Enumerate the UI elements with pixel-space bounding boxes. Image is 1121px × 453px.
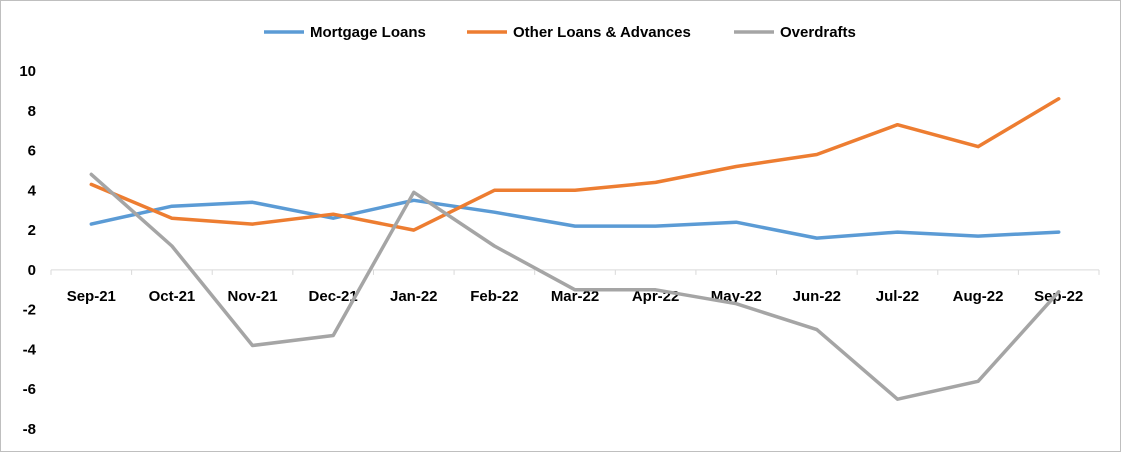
y-tick-label: 4 xyxy=(28,182,37,199)
series-line-overdrafts xyxy=(89,172,1061,401)
series-line-mortgage-loans xyxy=(89,198,1061,240)
legend-item: Mortgage Loans xyxy=(264,24,426,41)
y-axis: -8 -6 -4 -2 0 2 4 6 8 10 xyxy=(19,63,36,438)
x-tick-label: Jul-22 xyxy=(876,288,919,305)
series-layer xyxy=(89,97,1061,401)
series-line-other-loans-advances xyxy=(89,97,1061,232)
y-tick-label: 10 xyxy=(19,63,36,80)
legend-item: Other Loans & Advances xyxy=(467,24,691,41)
x-tick-label: Nov-21 xyxy=(228,288,278,305)
y-tick-label: -6 xyxy=(23,381,36,398)
legend-label: Mortgage Loans xyxy=(310,24,426,41)
y-tick-label: 2 xyxy=(28,222,36,239)
x-tick-label: Jun-22 xyxy=(793,288,841,305)
y-tick-label: -8 xyxy=(23,421,36,438)
y-tick-label: 6 xyxy=(28,143,36,160)
x-tick-label: Sep-21 xyxy=(67,288,116,305)
y-tick-label: -2 xyxy=(23,302,36,319)
legend: Mortgage Loans Other Loans & Advances Over… xyxy=(264,24,856,41)
x-tick-label: Aug-22 xyxy=(953,288,1004,305)
x-tick-label: Jan-22 xyxy=(390,288,438,305)
x-tick-label: Dec-21 xyxy=(309,288,358,305)
x-tick-label: Oct-21 xyxy=(149,288,196,305)
x-tick-label: Sep-22 xyxy=(1034,288,1083,305)
y-tick-label: 8 xyxy=(28,103,36,120)
legend-label: Other Loans & Advances xyxy=(513,24,691,41)
y-tick-label: 0 xyxy=(28,262,36,279)
y-tick-label: -4 xyxy=(23,341,37,358)
legend-item: Overdrafts xyxy=(734,24,856,41)
x-tick-label: Mar-22 xyxy=(551,288,599,305)
x-axis: Sep-21 Oct-21 Nov-21 Dec-21 Jan-22 Feb-22 Mar-… xyxy=(50,269,1100,305)
x-tick-label: Feb-22 xyxy=(470,288,518,305)
legend-label: Overdrafts xyxy=(780,24,856,41)
